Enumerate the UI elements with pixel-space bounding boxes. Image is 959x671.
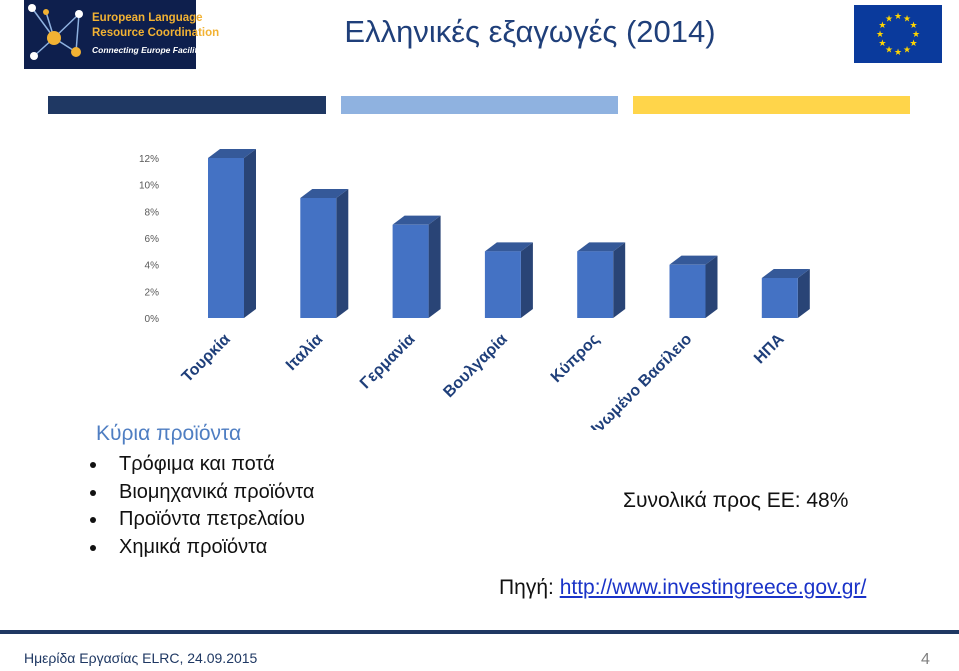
- bar-front: [484, 251, 521, 318]
- bar: [577, 242, 626, 318]
- bar-side: [336, 189, 349, 318]
- list-item: Τρόφιμα και ποτά: [88, 451, 314, 479]
- bar-side: [244, 149, 256, 318]
- star-icon: ★: [878, 21, 886, 31]
- star-icon: ★: [903, 14, 911, 24]
- bullet-icon: [90, 517, 96, 523]
- x-tick-label: Κύπρος: [548, 331, 603, 386]
- x-tick-label: ΗΠΑ: [751, 330, 788, 367]
- bar-top: [208, 149, 256, 158]
- x-tick-label: Ιταλία: [283, 331, 326, 374]
- products-list: Τρόφιμα και ποτά Βιομηχανικά προϊόντα Πρ…: [88, 451, 314, 561]
- star-icon: ★: [885, 46, 893, 56]
- x-tick-label: Βουλγαρία: [440, 331, 510, 401]
- bar-side: [613, 242, 626, 318]
- bullet-icon: [90, 544, 96, 551]
- bar-side: [705, 255, 718, 318]
- footer-divider: [0, 630, 959, 634]
- source-text: Πηγή: http://www.investingreece.gov.gr/: [499, 576, 867, 599]
- bar-front: [669, 264, 706, 318]
- bar-top: [300, 189, 349, 198]
- bar-top: [392, 215, 441, 225]
- star-icon: ★: [910, 39, 918, 49]
- bar: [300, 189, 349, 318]
- star-icon: ★: [885, 14, 893, 24]
- logo-title-line-2: Resource Coordination: [92, 27, 220, 39]
- network-icon: [28, 4, 83, 60]
- list-item: Χημικά προϊόντα: [88, 534, 314, 562]
- bar: [761, 269, 810, 318]
- y-tick-label: 0%: [145, 314, 160, 325]
- y-tick-label: 2%: [145, 287, 160, 298]
- exports-bar-chart: 0% 2% 4% 6% 8% 10% 12% Τουρκία Ιταλία Γερμανία Βου…: [139, 149, 810, 430]
- bar: [669, 255, 718, 318]
- bar-front: [392, 224, 429, 318]
- bar-front: [300, 198, 337, 318]
- list-item: Προϊόντα πετρελαίου: [88, 506, 314, 534]
- logo-title-line-1: European Language: [92, 12, 203, 24]
- bullet-icon: [90, 489, 96, 496]
- y-tick-label: 6%: [145, 234, 160, 245]
- star-icon: ★: [878, 39, 886, 49]
- source-link[interactable]: http://www.investingreece.gov.gr/: [559, 576, 867, 599]
- star-icon: ★: [910, 21, 918, 31]
- bar-side: [520, 242, 533, 318]
- star-icon: ★: [894, 12, 902, 22]
- bar: [484, 242, 533, 318]
- bar-top: [484, 242, 533, 252]
- star-icon: ★: [903, 46, 911, 56]
- bar: [208, 149, 256, 318]
- bullet-icon: [90, 462, 96, 468]
- y-tick-label: 12%: [139, 154, 159, 165]
- bar: [392, 215, 441, 318]
- elrc-logo: European Language Resource Coordination …: [24, 0, 219, 69]
- footer-event-text: Ημερίδα Εργασίας ELRC, 24.09.2015: [24, 650, 258, 666]
- bar-front: [208, 158, 244, 318]
- bar-front: [577, 251, 614, 318]
- eu-total-text: Συνολικά προς ΕΕ: 48%: [623, 489, 849, 512]
- bar-front: [761, 278, 798, 318]
- list-item: Βιομηχανικά προϊόντα: [88, 479, 314, 507]
- y-tick-label: 10%: [139, 181, 159, 192]
- decorative-stripe-dark-blue: [48, 96, 326, 114]
- decorative-stripe-yellow: [633, 96, 910, 114]
- y-tick-label: 4%: [145, 261, 160, 272]
- bar-top: [669, 255, 718, 265]
- bar-side: [428, 215, 441, 318]
- star-icon: ★: [876, 30, 884, 40]
- x-tick-label: Γερμανία: [357, 331, 419, 393]
- eu-flag-icon: ★ ★ ★ ★ ★ ★ ★ ★ ★ ★ ★ ★: [854, 5, 942, 63]
- bar-side: [797, 269, 810, 318]
- bar-top: [761, 269, 810, 278]
- decorative-stripe-light-blue: [341, 96, 618, 114]
- products-heading: Κύρια προϊόντα: [96, 422, 242, 445]
- star-icon: ★: [912, 30, 920, 40]
- bar-top: [577, 242, 626, 252]
- star-icon: ★: [894, 48, 902, 58]
- page-number: 4: [921, 651, 930, 668]
- x-tick-label: Τουρκία: [179, 331, 234, 386]
- y-tick-label: 8%: [145, 207, 160, 218]
- logo-tagline: Connecting Europe Facility: [92, 45, 203, 55]
- page-title: Ελληνικές εξαγωγές (2014): [344, 14, 716, 49]
